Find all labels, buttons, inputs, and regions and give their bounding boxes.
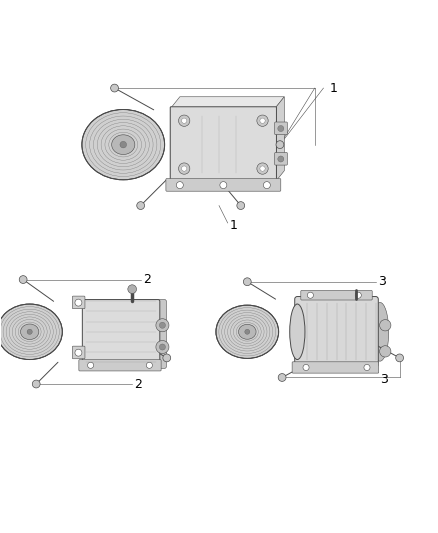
Text: 3: 3 — [380, 373, 388, 386]
Ellipse shape — [290, 304, 305, 360]
FancyBboxPatch shape — [292, 362, 379, 373]
Circle shape — [179, 115, 190, 126]
Circle shape — [303, 365, 309, 370]
Circle shape — [179, 163, 190, 174]
FancyBboxPatch shape — [72, 296, 85, 309]
Circle shape — [307, 292, 314, 298]
FancyBboxPatch shape — [82, 300, 160, 364]
Ellipse shape — [0, 304, 62, 360]
Ellipse shape — [216, 305, 279, 358]
Circle shape — [380, 320, 391, 331]
Circle shape — [257, 115, 268, 126]
Ellipse shape — [239, 324, 256, 339]
FancyBboxPatch shape — [170, 107, 276, 182]
Circle shape — [159, 322, 166, 328]
Polygon shape — [276, 97, 284, 182]
Circle shape — [156, 319, 169, 332]
Polygon shape — [171, 97, 284, 108]
Circle shape — [156, 341, 169, 353]
Circle shape — [32, 380, 40, 388]
Text: 2: 2 — [143, 273, 151, 286]
Circle shape — [137, 201, 145, 209]
Circle shape — [88, 362, 94, 368]
Ellipse shape — [371, 302, 389, 361]
Circle shape — [220, 182, 227, 189]
FancyBboxPatch shape — [89, 300, 166, 368]
Circle shape — [355, 292, 361, 298]
Circle shape — [120, 141, 127, 148]
Circle shape — [260, 118, 265, 123]
Text: 3: 3 — [378, 275, 386, 288]
Circle shape — [128, 285, 137, 294]
Text: 2: 2 — [134, 377, 142, 391]
Circle shape — [159, 344, 166, 350]
Ellipse shape — [112, 135, 135, 155]
Circle shape — [163, 354, 171, 362]
FancyBboxPatch shape — [72, 346, 85, 359]
FancyBboxPatch shape — [295, 296, 378, 367]
Circle shape — [177, 182, 184, 189]
Circle shape — [245, 329, 250, 334]
Circle shape — [75, 299, 82, 306]
Ellipse shape — [82, 109, 165, 180]
FancyBboxPatch shape — [170, 107, 277, 183]
Circle shape — [364, 365, 370, 370]
Circle shape — [146, 362, 152, 368]
Text: 1: 1 — [330, 82, 338, 94]
Circle shape — [182, 166, 187, 171]
Circle shape — [263, 182, 270, 189]
Circle shape — [182, 118, 187, 123]
FancyBboxPatch shape — [301, 290, 372, 300]
Circle shape — [278, 125, 284, 132]
FancyBboxPatch shape — [275, 152, 287, 165]
FancyBboxPatch shape — [79, 360, 161, 371]
Circle shape — [111, 84, 118, 92]
Circle shape — [380, 346, 391, 357]
Circle shape — [27, 329, 32, 334]
Ellipse shape — [21, 324, 39, 340]
Circle shape — [396, 354, 403, 362]
Circle shape — [278, 156, 284, 162]
Circle shape — [237, 201, 245, 209]
Circle shape — [19, 276, 27, 284]
Circle shape — [75, 349, 82, 356]
Circle shape — [276, 141, 284, 149]
Circle shape — [257, 163, 268, 174]
FancyBboxPatch shape — [275, 122, 287, 135]
Circle shape — [260, 166, 265, 171]
Circle shape — [278, 374, 286, 382]
Text: 1: 1 — [230, 219, 238, 232]
FancyBboxPatch shape — [166, 179, 281, 191]
Circle shape — [244, 278, 251, 286]
